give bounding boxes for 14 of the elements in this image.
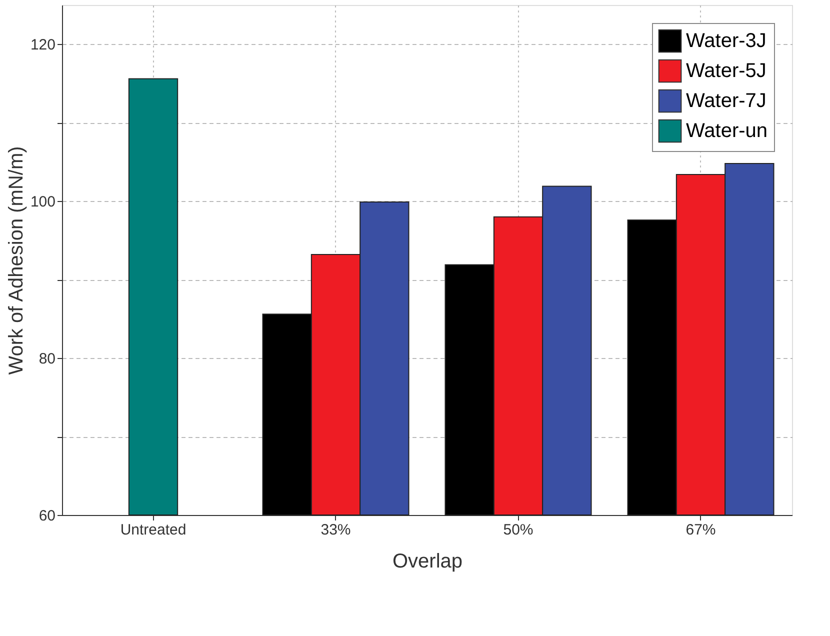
x-tick-label: 67% bbox=[686, 522, 716, 538]
x-tick-label: 33% bbox=[320, 522, 351, 538]
legend-label: Water-un bbox=[686, 120, 768, 142]
y-axis-title: Work of Adhesion (mN/m) bbox=[5, 146, 28, 375]
legend-label: Water-3J bbox=[686, 30, 766, 52]
legend-label: Water-7J bbox=[686, 90, 766, 112]
x-axis-title: Overlap bbox=[392, 550, 463, 572]
y-tick-label: 60 bbox=[38, 508, 56, 524]
y-tick-label: 120 bbox=[30, 36, 56, 54]
x-tick-label: 50% bbox=[503, 522, 534, 538]
legend-label: Water-5J bbox=[686, 60, 766, 82]
y-tick-label: 100 bbox=[30, 194, 56, 211]
y-tick-label: 80 bbox=[38, 350, 56, 368]
x-tick-label: Untreated bbox=[120, 522, 186, 538]
